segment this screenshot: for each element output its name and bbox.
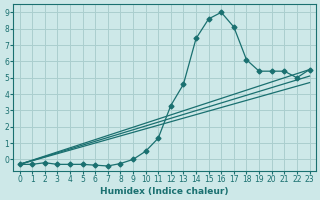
X-axis label: Humidex (Indice chaleur): Humidex (Indice chaleur) — [100, 187, 229, 196]
